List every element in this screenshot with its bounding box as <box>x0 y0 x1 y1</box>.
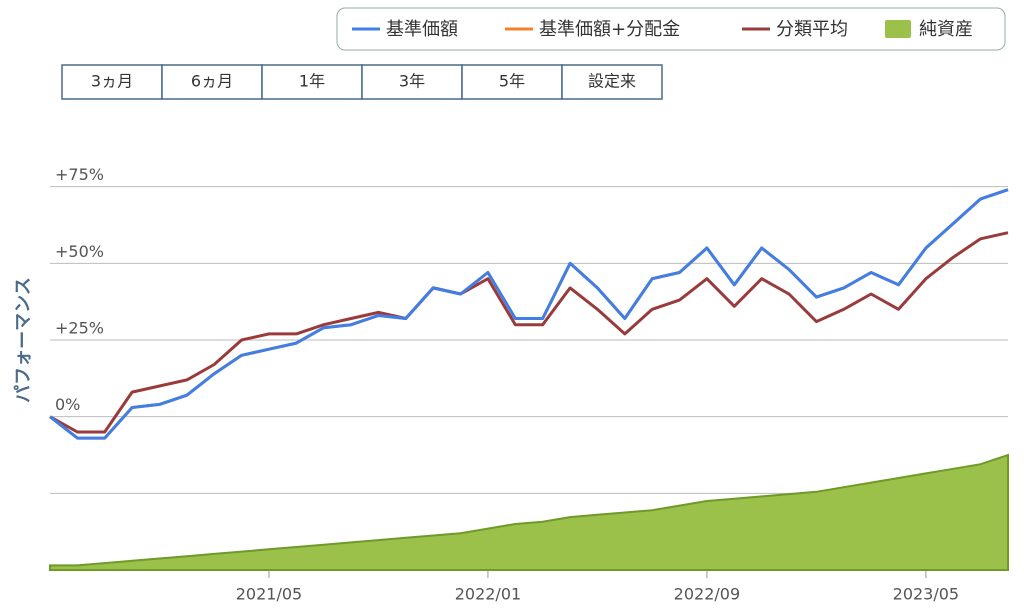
y-axis-title: パフォーマンス <box>13 277 34 403</box>
legend-box <box>336 7 1006 51</box>
legend-label[interactable]: 純資産 <box>919 19 973 40</box>
net-assets-area <box>49 453 1009 571</box>
range-button[interactable] <box>361 64 463 100</box>
series-line <box>49 231 1009 434</box>
range-button-label[interactable]: 5年 <box>499 72 525 91</box>
x-tick-label: 2021/05 <box>236 585 302 604</box>
range-button-label[interactable]: 6ヵ月 <box>191 72 233 91</box>
x-tick-label: 2022/09 <box>674 585 740 604</box>
range-button-label[interactable]: 3年 <box>399 72 425 91</box>
legend-label[interactable]: 基準価額+分配金 <box>539 19 680 40</box>
legend-label[interactable]: 分類平均 <box>776 19 848 40</box>
range-button[interactable] <box>61 64 163 100</box>
range-button[interactable] <box>461 64 563 100</box>
y-tick-label: +25% <box>55 319 104 338</box>
range-button-label[interactable]: 設定来 <box>588 72 636 91</box>
legend-label[interactable]: 基準価額 <box>386 19 458 40</box>
range-button-label[interactable]: 1年 <box>299 72 325 91</box>
series-line <box>49 188 1009 440</box>
series-line <box>49 188 1009 440</box>
legend-swatch[interactable] <box>885 20 911 38</box>
x-tick-label: 2023/05 <box>893 585 959 604</box>
range-button[interactable] <box>561 64 663 100</box>
x-tick-label: 2022/01 <box>455 585 521 604</box>
range-button[interactable] <box>261 64 363 100</box>
y-tick-label: +50% <box>55 242 104 261</box>
y-tick-label: 0% <box>55 395 80 414</box>
range-button-label[interactable]: 3ヵ月 <box>91 72 133 91</box>
range-button[interactable] <box>161 64 263 100</box>
y-tick-label: +75% <box>55 165 104 184</box>
